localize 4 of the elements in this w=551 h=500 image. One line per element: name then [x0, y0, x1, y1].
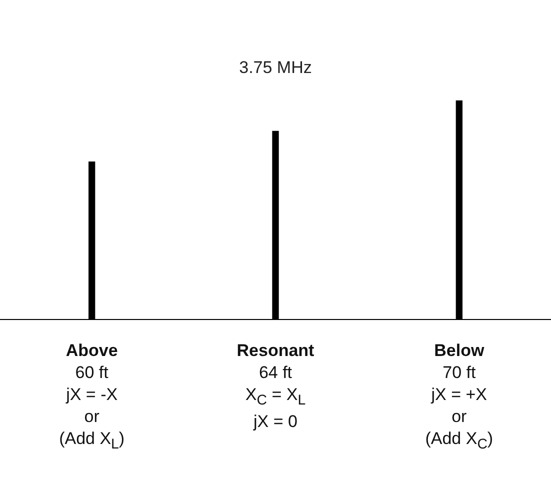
chart-title: 3.75 MHz: [239, 58, 312, 77]
x-tick-label: Above 60 ft jX = -X or (Add X$_{L}$): [58, 340, 126, 454]
x-tick-label: Resonant 64 ft X$_{C}$ = X$_{L}$ jX = 0: [236, 340, 316, 434]
x-tick-label: Below 70 ft jX = +X or (Add X$_{C}$): [424, 340, 494, 454]
